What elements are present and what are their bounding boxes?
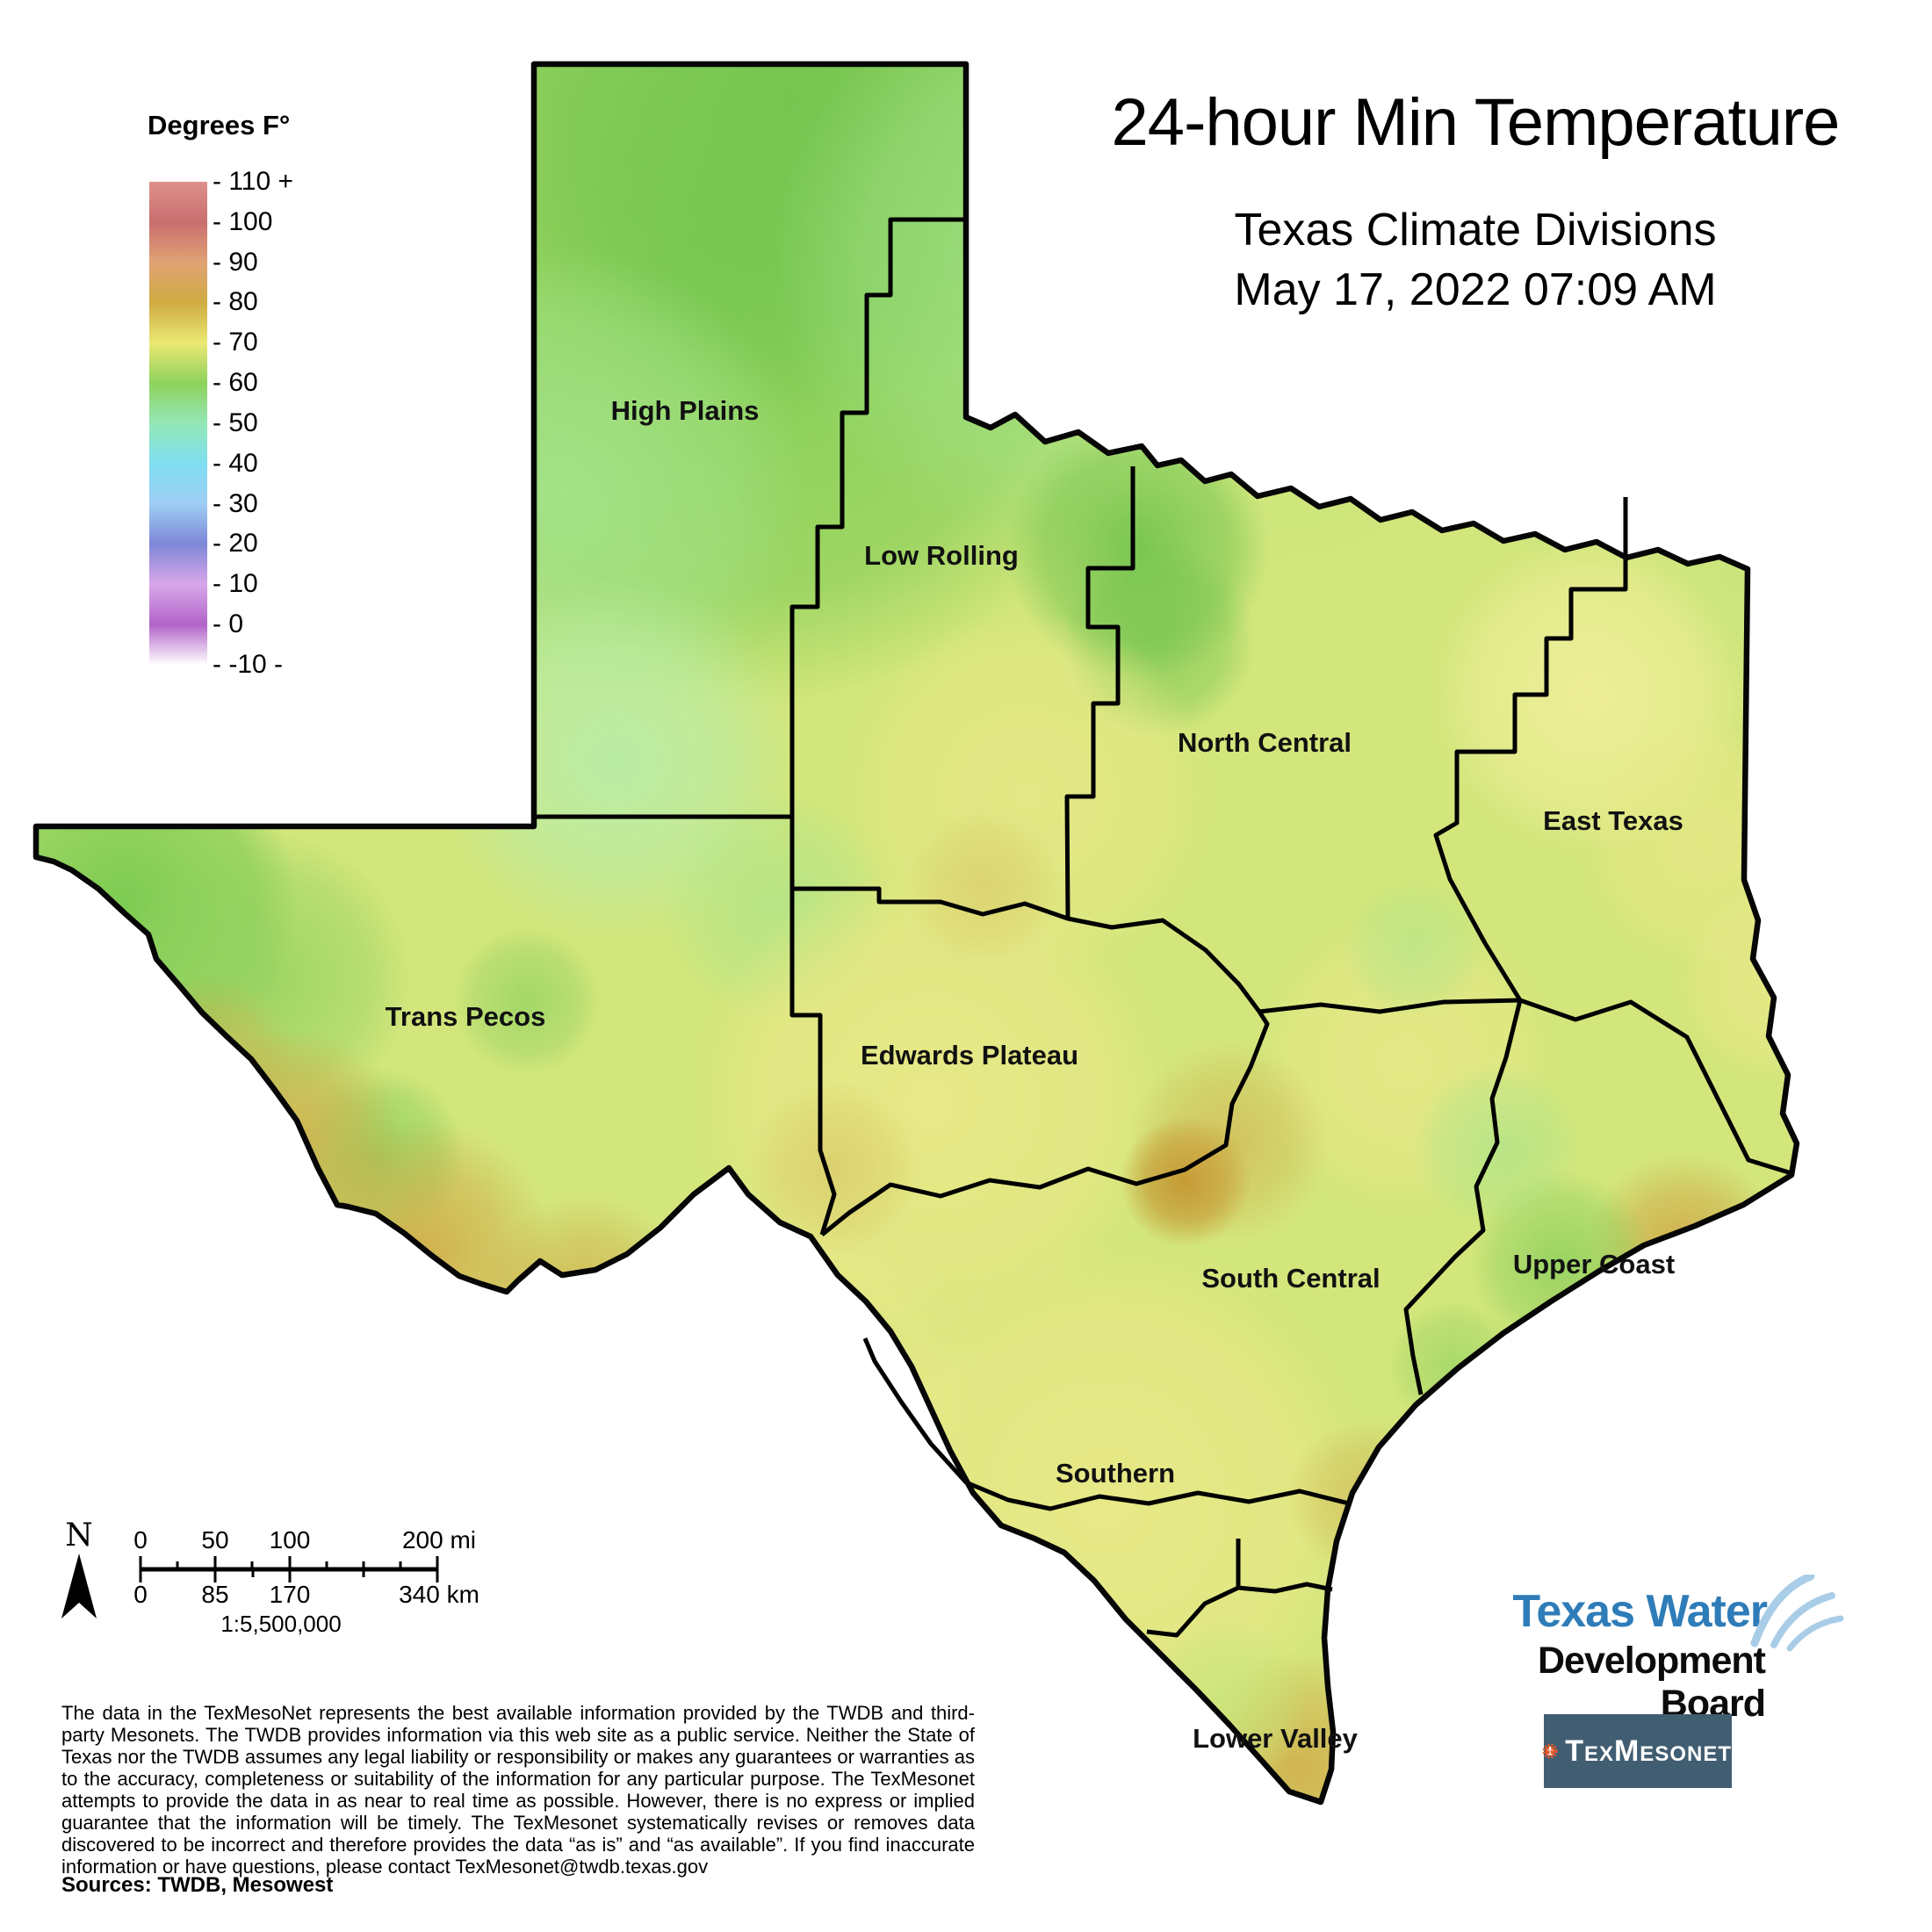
region-label-lower-valley: Lower Valley: [1193, 1723, 1358, 1754]
scale-bar-ruler: [139, 1556, 439, 1582]
texmesonet-logo-text: TexMesonet: [1565, 1734, 1732, 1768]
twdb-logo: Texas Water Development Board: [1440, 1575, 1844, 1726]
scale-mi-50: 50: [201, 1526, 229, 1554]
gear-icon: [1542, 1743, 1558, 1759]
boundary-high-plains: [534, 217, 966, 819]
scale-mi-0: 0: [133, 1526, 148, 1554]
legend-tick: - 20: [213, 529, 258, 559]
boundary-southern-south-central: [862, 1337, 1350, 1511]
boundary-north-central-east-texas: [1433, 497, 1628, 1002]
legend-color-ramp: [149, 182, 207, 665]
texas-state-outline: [32, 61, 1800, 1806]
boundary-edwards-north: [792, 886, 1262, 1013]
scale-km-170: 170: [269, 1581, 311, 1608]
boundary-trans-pecos-edwards: [789, 817, 837, 1236]
region-label-upper-coast: Upper Coast: [1512, 1249, 1676, 1280]
legend-tick: - -10 -: [213, 649, 284, 679]
legend-tick: - 60: [213, 368, 258, 398]
scale-bar: 0 50 100 200 mi 0 85 170 340 km 1:5,500,…: [130, 1526, 499, 1637]
scale-mi-200: 200 mi: [401, 1526, 477, 1554]
north-label: N: [65, 1517, 93, 1554]
region-label-south-central: South Central: [1201, 1263, 1381, 1294]
region-label-east-texas: East Texas: [1543, 805, 1683, 836]
legend-tick: - 30: [213, 488, 258, 518]
boundary-edwards-south-central: [820, 1010, 1270, 1236]
boundary-east-texas-upper-coast: [1519, 998, 1792, 1176]
legend-ticks: - 110 + - 100 - 90 - 80 - 70 - 60 - 50 - 40 - 30…: [213, 167, 388, 679]
temperature-legend: Degrees F° - 110 + - 100- 90- 80- 70- 60-…: [148, 110, 429, 707]
legend-tick: - 80: [213, 287, 258, 317]
boundary-north-central-south-central: [1258, 998, 1521, 1014]
division-boundaries: [534, 217, 1792, 1638]
map-datetime: May 17, 2022 07:09 AM: [1234, 263, 1717, 315]
legend-tick: - 10: [213, 569, 258, 599]
map-subtitle: Texas Climate Divisions: [1234, 204, 1717, 256]
twdb-logo-line2: Development Board: [1537, 1640, 1766, 1725]
region-label-edwards-plateau: Edwards Plateau: [860, 1040, 1079, 1071]
north-arrow: N: [48, 1517, 110, 1618]
legend-title: Degrees F°: [148, 110, 291, 141]
scale-km-340: 340 km: [399, 1581, 479, 1608]
north-arrow-icon: [61, 1554, 97, 1618]
scale-mi-100: 100: [269, 1526, 311, 1554]
legend-tick: - 100: [213, 206, 273, 236]
sources-text: Sources: TWDB, Mesowest: [61, 1873, 334, 1897]
twdb-logo-line1: Texas Water: [1512, 1586, 1768, 1637]
region-label-high-plains: High Plains: [610, 395, 760, 426]
header: 24-hour Min Temperature Texas Climate Di…: [1036, 88, 1914, 316]
water-swoosh-icon: [1750, 1575, 1844, 1652]
legend-tick: - 50: [213, 407, 258, 437]
scale-ratio: 1:5,500,000: [220, 1611, 342, 1637]
scale-km-85: 85: [201, 1581, 229, 1608]
texmesonet-logo: TexMesonet: [1542, 1714, 1732, 1788]
disclaimer-text: The data in the TexMesoNet represents th…: [61, 1702, 975, 1878]
legend-tick: - 70: [213, 328, 258, 357]
page-title: 24-hour Min Temperature: [1111, 85, 1841, 160]
legend-tick: - 90: [213, 247, 258, 277]
boundary-upper-coast-south-central: [1403, 999, 1523, 1395]
boundary-low-rolling-north-central: [1064, 466, 1135, 919]
region-label-trans-pecos: Trans Pecos: [385, 1001, 546, 1032]
legend-tick: - 0: [213, 609, 244, 639]
region-label-north-central: North Central: [1177, 727, 1352, 758]
scale-km-0: 0: [133, 1581, 148, 1608]
legend-tick: - 110 +: [213, 167, 294, 196]
legend-tick: - 40: [213, 448, 258, 478]
region-label-low-rolling: Low Rolling: [864, 540, 1019, 571]
boundary-lower-valley: [1146, 1539, 1333, 1638]
region-label-southern: Southern: [1055, 1458, 1176, 1489]
